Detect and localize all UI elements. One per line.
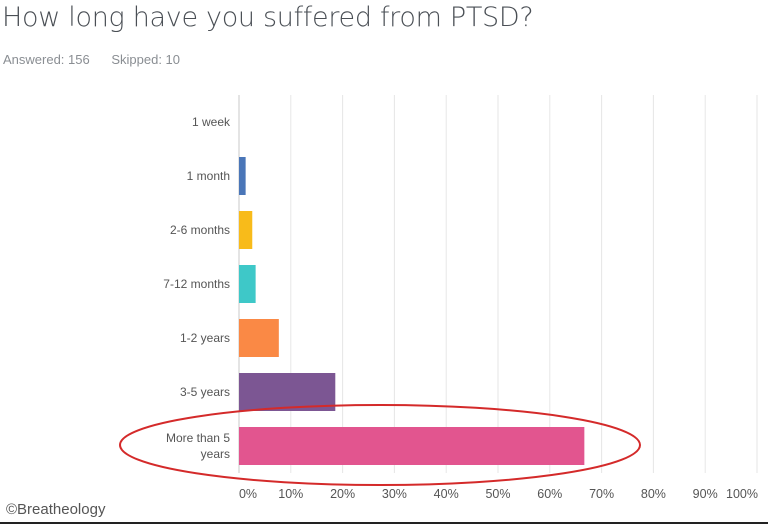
x-tick-label: 100% <box>726 487 758 501</box>
response-stats: Answered: 156 Skipped: 10 <box>3 52 198 67</box>
bar <box>239 211 253 249</box>
x-tick-label: 20% <box>330 487 355 501</box>
category-label: 2-6 months <box>170 223 230 237</box>
x-tick-label: 60% <box>537 487 562 501</box>
x-tick-label: 90% <box>693 487 718 501</box>
bar <box>239 157 246 195</box>
category-label: 1-2 years <box>180 331 230 345</box>
copyright-credit: ©Breatheology <box>6 501 106 518</box>
x-tick-label: 70% <box>589 487 614 501</box>
category-label: 7-12 months <box>163 277 230 291</box>
bar <box>239 373 336 411</box>
bar <box>239 427 585 465</box>
category-label: 1 week <box>192 115 231 129</box>
category-label: 3-5 years <box>180 385 230 399</box>
question-title: How long have you suffered from PTSD? <box>2 2 534 33</box>
x-tick-label: 30% <box>382 487 407 501</box>
answered-count: Answered: 156 <box>3 52 90 67</box>
x-tick-label: 0% <box>239 487 257 501</box>
category-label: years <box>201 447 230 461</box>
bar <box>239 265 256 303</box>
skipped-count: Skipped: 10 <box>111 52 181 67</box>
category-label: More than 5 <box>166 431 230 445</box>
bar <box>239 319 279 357</box>
x-tick-label: 40% <box>434 487 459 501</box>
x-tick-label: 80% <box>641 487 666 501</box>
category-label: 1 month <box>187 169 230 183</box>
x-tick-label: 10% <box>278 487 303 501</box>
x-tick-label: 50% <box>485 487 510 501</box>
highlight-ellipse <box>119 404 641 486</box>
